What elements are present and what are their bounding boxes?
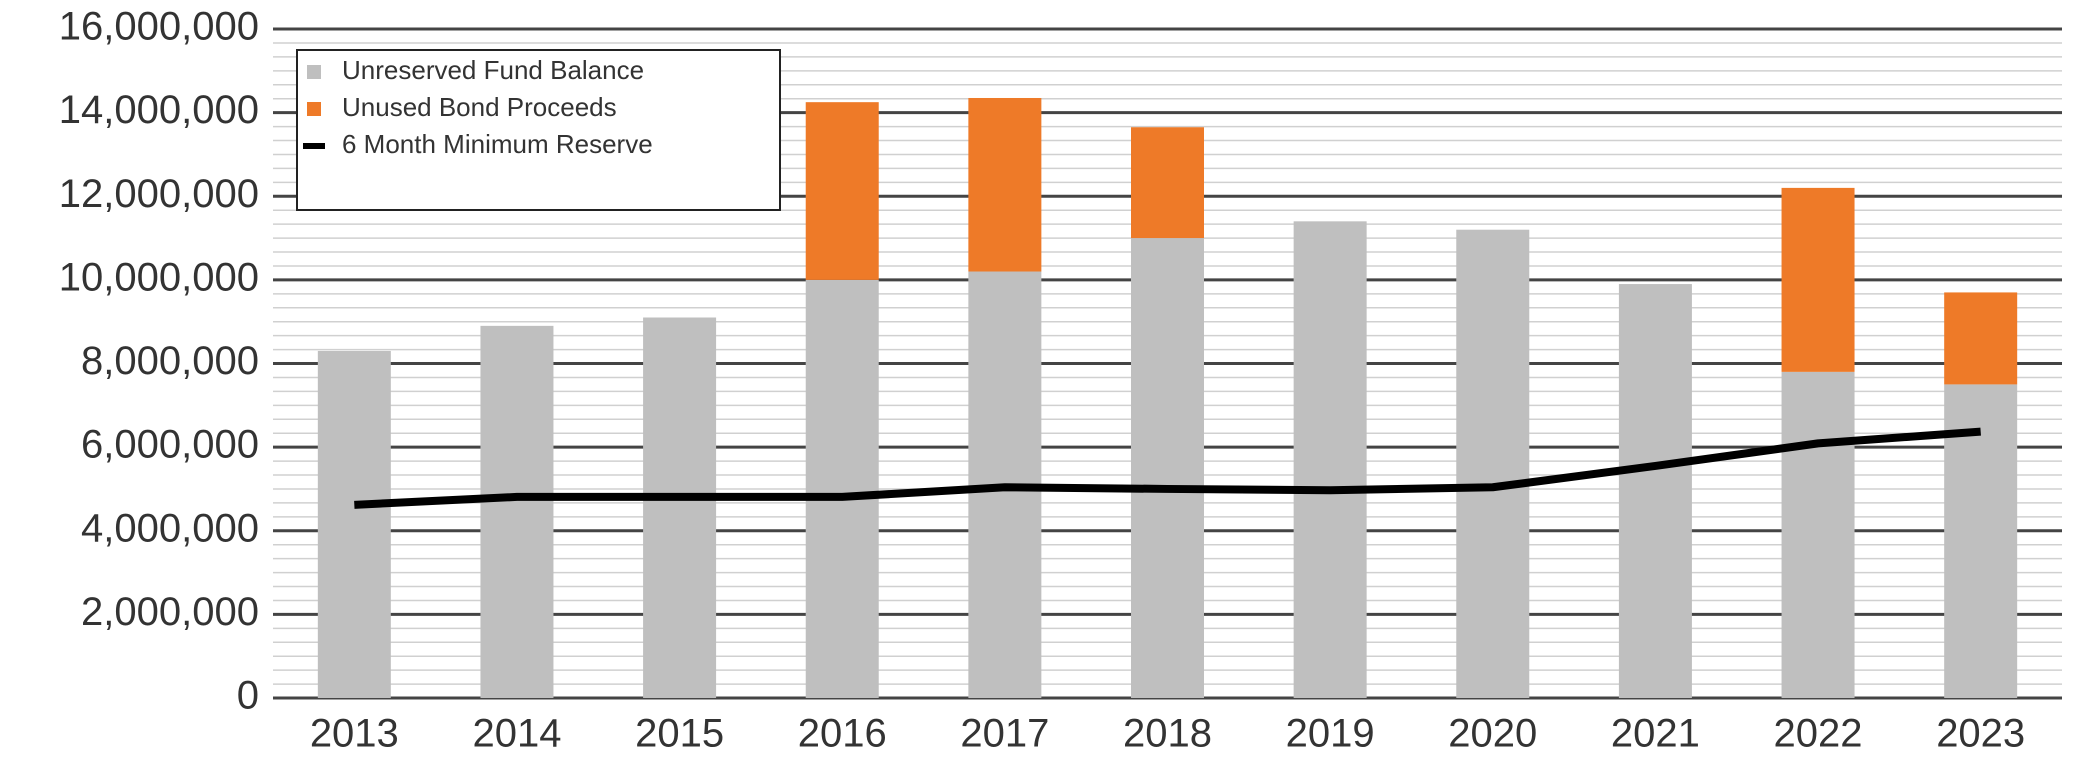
y-tick-label: 16,000,000 [59,5,259,49]
x-tick-label: 2017 [960,712,1049,756]
bar [1618,284,1692,698]
bar [1293,221,1367,698]
y-tick-label: 14,000,000 [59,88,259,132]
legend-label: Unused Bond Proceeds [342,92,617,122]
legend-label: 6 Month Minimum Reserve [342,129,653,159]
x-tick-label: 2020 [1448,712,1537,756]
y-tick-label: 10,000,000 [59,255,259,299]
bar [643,317,717,698]
y-tick-label: 12,000,000 [59,172,259,216]
y-tick-label: 2,000,000 [81,590,259,634]
y-tick-label: 6,000,000 [81,423,259,467]
bar [968,97,1042,272]
x-tick-label: 2021 [1611,712,1700,756]
bar [1781,187,1855,372]
legend-label: Unreserved Fund Balance [342,55,644,85]
bar [1131,238,1204,698]
line [354,427,1981,509]
bar [1781,371,1855,698]
legend: Unreserved Fund Balance Unused Bond Proce… [296,49,781,211]
bar [805,279,879,698]
x-tick-label: 2019 [1286,712,1375,756]
bar [1944,292,2018,385]
bar [480,325,554,698]
x-tick-label: 2022 [1774,712,1863,756]
legend-box [296,49,781,211]
x-tick-label: 2015 [635,712,724,756]
y-tick-label: 0 [237,674,259,718]
bar [1131,127,1204,239]
y-tick-label: 4,000,000 [81,506,259,550]
x-tick-label: 2016 [798,712,887,756]
x-tick-label: 2013 [310,712,399,756]
x-tick-label: 2023 [1936,712,2025,756]
x-tick-label: 2014 [472,712,561,756]
y-tick-label: 8,000,000 [81,339,259,383]
x-tick-label: 2018 [1123,712,1212,756]
bar [1456,229,1530,698]
bar [317,350,391,698]
marks: 2013 2014 2015 2016 2017 2018 2019 2020 2021 2022… [310,97,2025,756]
legend-swatch [307,65,321,79]
bar [805,102,879,280]
legend-swatch [307,102,321,116]
